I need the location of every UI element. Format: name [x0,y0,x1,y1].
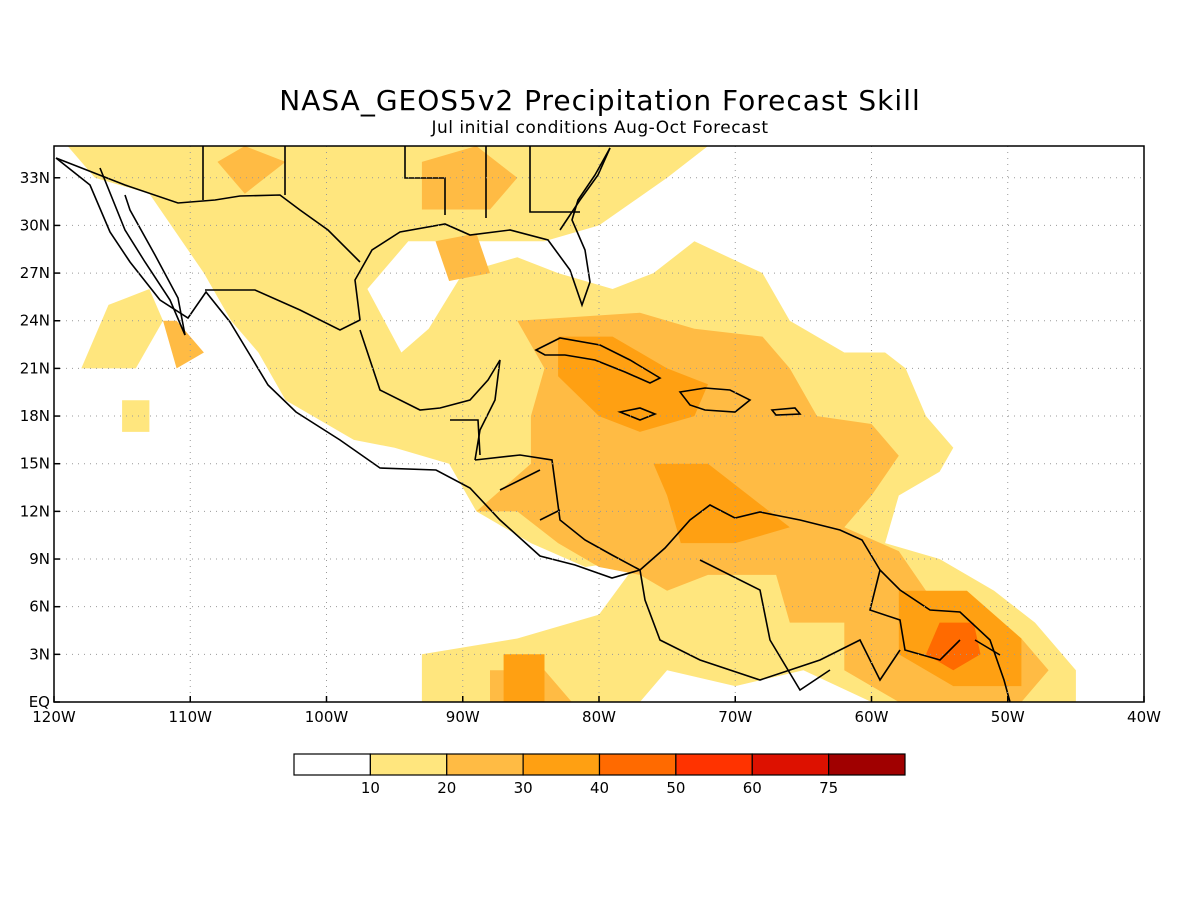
colorbar-swatch [751,753,830,776]
skill-region-level-2 [217,146,286,194]
colorbar-label: 10 [361,779,380,797]
lat-tick-label: 30N [20,216,50,234]
lat-tick-label: 33N [20,169,50,187]
colorbar-label: 20 [437,779,456,797]
lat-tick-label: 3N [29,645,50,663]
lat-tick-label: 15N [20,455,50,473]
lon-tick-label: 80W [582,708,616,726]
colorbar: 10 20 30 40 50 60 75 [293,753,906,797]
lat-tick-label: 18N [20,407,50,425]
map-subtitle: Jul initial conditions Aug-Oct Forecast [431,118,769,138]
skill-region-level-3 [503,654,545,702]
colorbar-label: 60 [743,779,762,797]
colorbar-swatch [446,753,524,776]
lat-tick-label: 24N [20,312,50,330]
skill-region-level-1 [81,289,163,369]
lat-tick-label: 12N [20,502,50,520]
lon-tick-label: 120W [32,708,76,726]
longitude-axis: 120W 110W 100W 90W 80W 70W 60W 50W 40W [32,696,1161,726]
colorbar-label: 50 [666,779,685,797]
colorbar-label: 40 [590,779,609,797]
colorbar-label: 30 [514,779,533,797]
lon-tick-label: 60W [855,708,889,726]
colorbar-swatch [522,753,601,776]
lat-tick-label: 21N [20,359,50,377]
colorbar-swatch [293,753,371,776]
colorbar-label: 75 [819,779,838,797]
map-title: NASA_GEOS5v2 Precipitation Forecast Skil… [279,84,921,117]
lat-tick-label: 6N [29,598,50,616]
colorbar-swatch [828,753,906,776]
colorbar-swatch [675,753,753,776]
skill-shading-layer [67,146,1076,702]
colorbar-swatch [369,753,448,776]
lat-tick-label: 9N [29,550,50,568]
skill-region-level-2 [435,233,490,281]
lon-tick-label: 110W [169,708,213,726]
lat-tick-label: 27N [20,264,50,282]
skill-region-level-2 [163,320,204,369]
lon-tick-label: 40W [1127,708,1161,726]
lon-tick-label: 90W [446,708,480,726]
colorbar-swatch [598,753,677,776]
lon-tick-label: 70W [718,708,752,726]
latitude-axis: EQ 3N 6N 9N 12N 15N 18N 21N 24N 27N 30N 33N [20,169,60,711]
lat-tick-label: EQ [29,693,50,711]
coastline-layer [55,146,1011,702]
lon-tick-label: 50W [991,708,1025,726]
skill-region-level-1 [122,400,150,432]
lon-tick-label: 100W [305,708,349,726]
